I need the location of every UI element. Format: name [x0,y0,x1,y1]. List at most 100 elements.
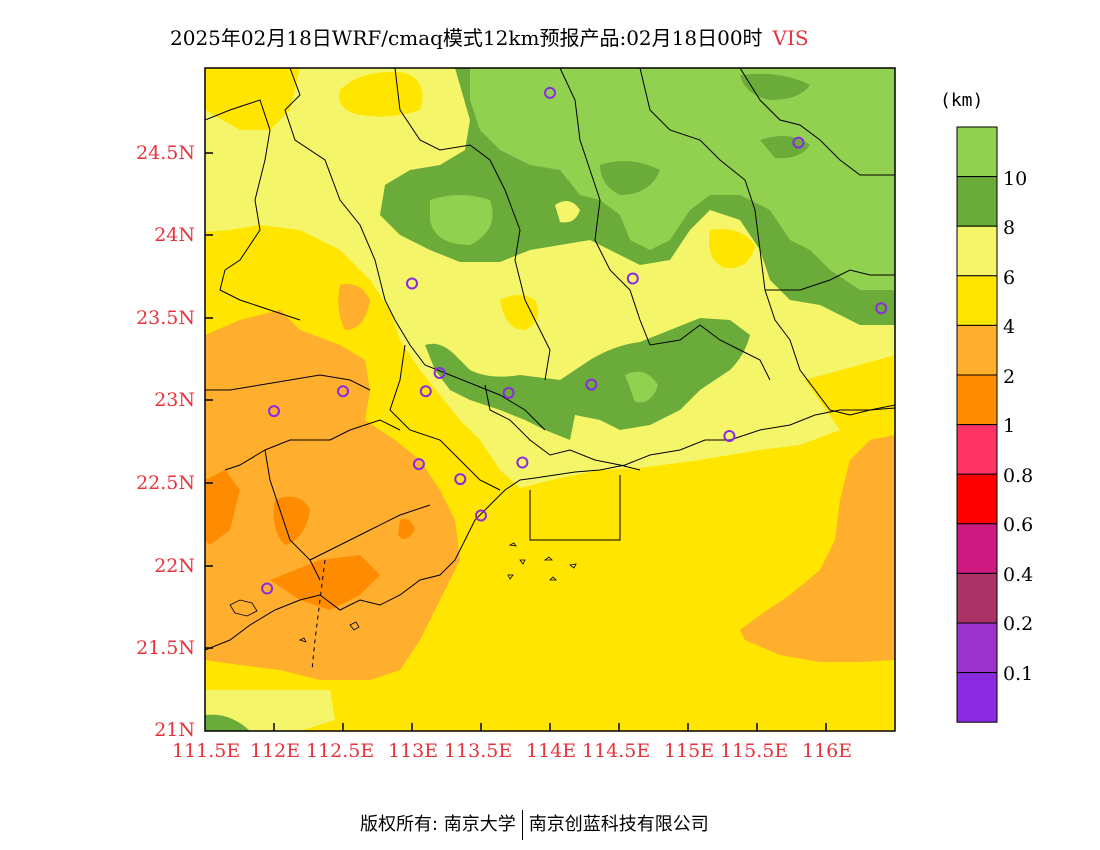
colorbar-swatch [956,622,998,674]
station-marker [433,367,446,379]
lat-label-21: 21N [154,719,195,741]
vis-patch-darkgreen-3 [600,161,660,195]
title-variable: VIS [772,26,809,50]
boundary-west-province [205,99,271,291]
island [569,563,577,569]
island [519,559,526,565]
boundary-northeast [739,68,895,176]
colorbar-swatch [956,225,998,277]
boundary-north-c [559,68,701,346]
colorbar-label-0-2: 0.2 [1003,613,1034,635]
station-marker [268,405,280,418]
vis-patch-yellow-north [205,68,300,130]
colorbar-swatch [956,324,998,376]
colorbar-label-2: 2 [1003,366,1016,388]
footer-company: 南京创蓝科技有限公司 [528,814,709,835]
vis-patch-green-center [625,371,658,403]
lon-label-113-5: 113.5E [444,740,513,762]
vis-patch-green-island [430,195,493,245]
coastline [205,407,895,651]
island [549,576,557,581]
vis-patch-darkgreen-2 [760,136,810,159]
lon-label-115-5: 115.5E [720,740,789,762]
colorbar-swatch [956,672,998,723]
title-main: 2025年02月18日WRF/cmaq模式12km预报产品:02月18日00时 [170,26,763,50]
lon-label-114: 114E [526,740,577,762]
boundary-sw-3 [309,504,431,561]
boundary-east-2 [699,324,771,381]
lat-label-24-5: 24.5N [136,142,195,164]
vis-patch-yellow-se [805,355,895,430]
station-marker [502,386,515,399]
vis-patch-darkgreen-1 [740,73,810,100]
vis-band-2-4-southeast [740,435,895,662]
footer-divider [521,810,523,840]
lon-label-112-5: 112.5E [306,740,375,762]
island [298,637,307,643]
lon-label-112: 112E [250,740,301,762]
axis-ticks [205,152,827,731]
station-marker [585,378,598,391]
island [349,621,360,631]
vis-patch-yellow-east [709,229,755,269]
boundary-west-1 [205,374,371,391]
vis-band-1-2-south [270,555,380,610]
hong-kong-boundary [529,475,621,541]
colorbar-label-10: 10 [1003,168,1028,190]
boundary-north-b [394,68,551,381]
island [229,599,258,617]
station-marker [406,277,418,290]
colorbar-swatch [956,374,998,426]
station-marker [516,456,529,469]
islands [229,542,577,643]
lat-label-23: 23N [154,389,195,411]
colorbar-swatch [956,176,998,227]
lon-label-115: 115E [664,740,715,762]
vis-band-10plus-north [470,68,895,290]
boundary-sw-1 [264,449,321,581]
map-title: 2025年02月18日WRF/cmaq模式12km预报产品:02月18日00时 V… [170,22,809,51]
vis-patch-orange-north [338,284,370,330]
lat-label-22: 22N [154,555,195,577]
admin-boundaries [205,68,895,671]
vis-patch-lightyellow-sw [205,690,335,731]
colorbar-swatch [956,424,998,475]
colorbar-unit: (km) [940,90,984,111]
island [507,574,514,580]
colorbar-label-1: 1 [1003,415,1016,437]
vis-patch-darkgreen-sw [205,714,250,731]
boundary-sw-2 [329,419,401,441]
station-marker [544,86,556,99]
colorbar-swatch [956,473,998,525]
boundary-west-2 [219,289,301,321]
colorbar-label-8: 8 [1003,217,1016,239]
vis-patch-lightyellow-in-green [555,201,580,223]
lon-label-113: 113E [388,740,439,762]
footer: 版权所有: 南京大学 南京创蓝科技有限公司 [360,810,709,840]
vis-band-1-2-center [273,496,310,545]
lat-label-21-5: 21.5N [136,637,195,659]
colorbar-label-0-8: 0.8 [1003,465,1034,487]
lon-label-111-5: 111.5E [172,740,241,762]
vis-patch-yellow-ne [339,71,423,117]
vis-field [205,68,895,731]
boundary-east-1 [765,269,895,291]
colorbar-swatch [956,572,998,624]
station-marker [626,272,639,285]
lat-label-23-5: 23.5N [136,307,195,329]
colorbar-swatch [956,523,998,574]
station-marker [454,473,467,486]
lon-label-114-5: 114.5E [582,740,651,762]
colorbar [956,126,998,723]
station-marker [412,458,425,471]
boundary-center-2 [484,384,641,471]
island [543,556,553,561]
island [508,542,517,547]
vis-band-8-10-center [425,318,750,440]
colorbar-label-0-1: 0.1 [1003,663,1034,685]
boundary-north-a [284,68,546,431]
vis-patch-yellow-center [500,295,539,330]
colorbar-label-4: 4 [1003,316,1016,338]
boundary-center-1 [389,344,501,491]
station-marker [875,302,888,315]
